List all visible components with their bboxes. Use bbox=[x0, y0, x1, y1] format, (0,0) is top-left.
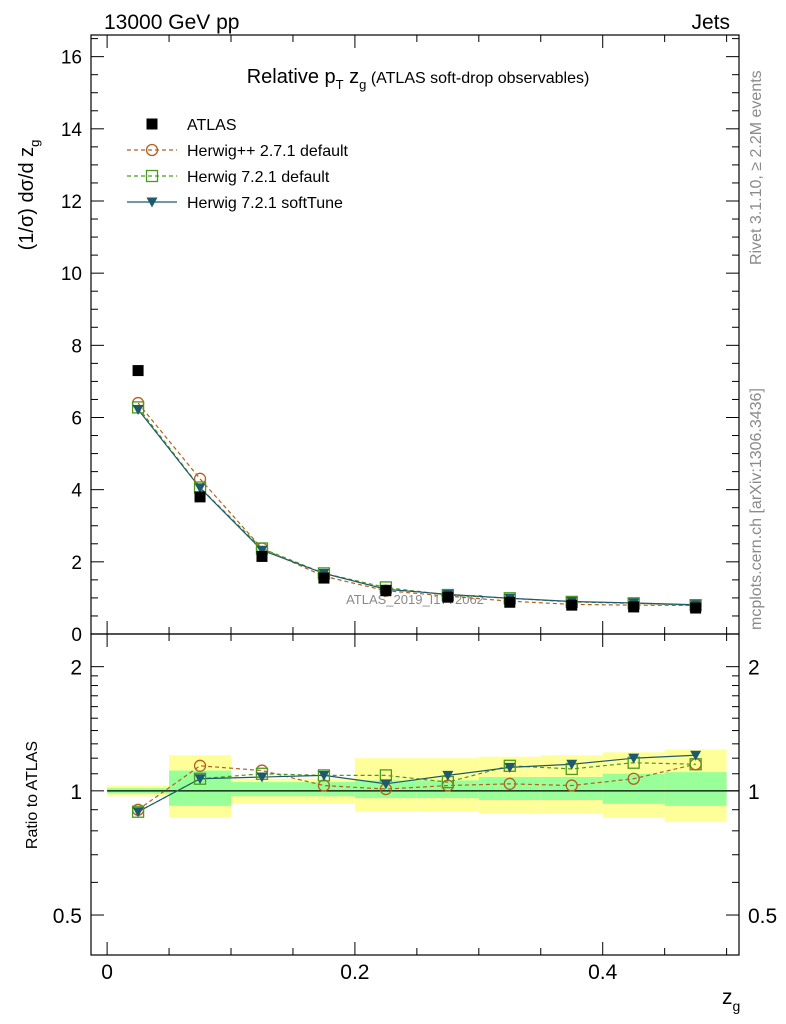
ratio-line-herwig-7-2-1-softtune bbox=[137, 754, 696, 813]
category-label: Jets bbox=[691, 11, 730, 34]
legend-marker-herwig-2-7-1-default bbox=[145, 143, 159, 157]
y-tick-label: 0 bbox=[71, 625, 82, 646]
ratio-y-tick-label-right: 2 bbox=[748, 657, 760, 680]
point-atlas bbox=[442, 591, 454, 603]
ratio-point-herwig-7-2-1-softtune bbox=[318, 770, 330, 781]
legend-marker-herwig-7-2-1-softtune bbox=[146, 197, 158, 208]
point-atlas bbox=[194, 491, 206, 503]
ratio-y-tick-label: 0.5 bbox=[53, 905, 82, 928]
legend-label-atlas: ATLAS bbox=[187, 117, 237, 134]
x-tick-label: 0.2 bbox=[340, 961, 369, 984]
ratio-point-herwig-7-2-1-softtune bbox=[256, 772, 268, 783]
ratio-panel: 0.5 0.5 1 1 2 2 0 0.2 0.4 Ratio to ATLAS zg bbox=[24, 633, 777, 1014]
band-green bbox=[231, 782, 293, 797]
series-line-herwig-7-2-1-default bbox=[137, 407, 696, 606]
main-y-axis-label: (1/σ) dσ/d zg bbox=[16, 140, 42, 251]
y-tick-label: 6 bbox=[71, 408, 82, 429]
series-line-herwig-7-2-1-softtune bbox=[137, 409, 696, 606]
y-tick-label: 10 bbox=[61, 264, 82, 285]
chart-title: Relative pT zg (ATLAS soft-drop observab… bbox=[247, 66, 590, 92]
x-tick-label: 0.4 bbox=[588, 961, 618, 984]
main-panel: ATLAS_2019_I1772062 0 2 4 6 8 10 12 14 16 Relati… bbox=[16, 34, 740, 646]
ratio-point-herwig-7-2-1-softtune bbox=[194, 774, 206, 785]
ratio-y-tick-label-right: 0.5 bbox=[748, 905, 777, 928]
point-herwig-7-2-1-softtune bbox=[194, 483, 206, 494]
ratio-point-herwig-7-2-1-softtune bbox=[132, 807, 144, 818]
energy-label: 13000 GeV pp bbox=[104, 11, 239, 34]
band-green bbox=[478, 777, 541, 801]
ratio-line-herwig-2-7-1-default bbox=[137, 763, 696, 811]
y-tick-label: 2 bbox=[71, 553, 82, 574]
ratio-line-herwig-7-2-1-default bbox=[137, 762, 696, 813]
point-atlas bbox=[566, 599, 578, 611]
series-line-herwig-2-7-1-default bbox=[137, 402, 696, 607]
ratio-y-tick-label: 1 bbox=[70, 781, 82, 804]
legend-marker-atlas bbox=[146, 118, 158, 130]
legend: ATLAS Herwig++ 2.7.1 default Herwig 7.2.1 … bbox=[127, 117, 349, 212]
ratio-point-herwig-2-7-1-default bbox=[565, 779, 578, 792]
ratio-point-herwig-2-7-1-default bbox=[193, 759, 207, 772]
ratio-point-herwig-7-2-1-softtune bbox=[380, 779, 392, 790]
y-tick-label: 4 bbox=[71, 481, 82, 502]
point-atlas bbox=[132, 365, 144, 377]
band-green bbox=[664, 772, 727, 806]
legend-label-herwig-2-7-1-default: Herwig++ 2.7.1 default bbox=[187, 143, 349, 160]
legend-label-herwig-7-2-1-default: Herwig 7.2.1 default bbox=[187, 169, 330, 186]
x-axis-label: zg bbox=[722, 986, 740, 1014]
y-tick-label: 8 bbox=[71, 336, 82, 357]
point-atlas bbox=[380, 585, 392, 597]
point-herwig-2-7-1-default bbox=[193, 472, 207, 485]
y-tick-label: 16 bbox=[61, 48, 82, 69]
point-atlas bbox=[690, 602, 702, 614]
point-herwig-7-2-1-softtune bbox=[132, 405, 144, 416]
point-atlas bbox=[504, 596, 516, 608]
ratio-frame bbox=[90, 633, 740, 956]
ratio-point-herwig-7-2-1-softtune bbox=[566, 759, 578, 770]
watermark: ATLAS_2019_I1772062 bbox=[346, 592, 484, 607]
band-green bbox=[416, 780, 479, 799]
ratio-point-herwig-7-2-1-softtune bbox=[628, 753, 640, 764]
point-atlas bbox=[256, 550, 268, 562]
ratio-point-herwig-7-2-1-softtune bbox=[504, 762, 516, 773]
legend-label-herwig-7-2-1-softtune: Herwig 7.2.1 softTune bbox=[187, 195, 343, 212]
ratio-y-tick-label-right: 1 bbox=[748, 781, 760, 804]
ratio-y-axis-label: Ratio to ATLAS bbox=[24, 741, 41, 849]
ratio-point-herwig-7-2-1-softtune bbox=[442, 770, 454, 781]
ratio-point-herwig-7-2-1-softtune bbox=[690, 750, 702, 761]
ratio-point-herwig-2-7-1-default bbox=[627, 772, 640, 785]
ratio-point-herwig-2-7-1-default bbox=[503, 777, 516, 790]
y-tick-label: 12 bbox=[61, 192, 82, 213]
band-green bbox=[292, 782, 355, 797]
ratio-y-tick-label: 2 bbox=[70, 657, 82, 680]
band-green bbox=[540, 777, 603, 801]
legend-marker-herwig-7-2-1-default bbox=[145, 169, 159, 183]
mcplots-label: mcplots.cern.ch [arXiv:1306.3436] bbox=[748, 388, 765, 630]
point-herwig-7-2-1-softtune bbox=[256, 545, 268, 556]
x-tick-label: 0 bbox=[101, 961, 113, 984]
rivet-label: Rivet 3.1.10, ≥ 2.2M events bbox=[748, 70, 765, 265]
point-atlas bbox=[628, 601, 640, 613]
point-atlas bbox=[318, 572, 330, 584]
y-tick-label: 14 bbox=[61, 120, 83, 141]
